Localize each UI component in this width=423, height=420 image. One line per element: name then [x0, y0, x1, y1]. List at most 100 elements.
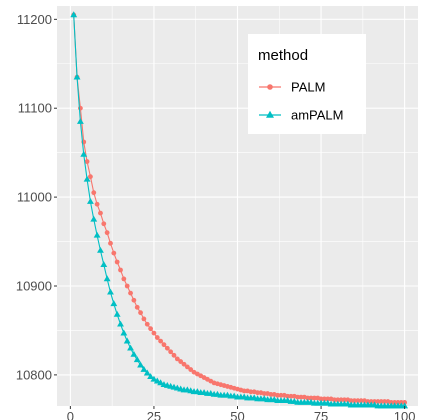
data-point-palm [148, 326, 153, 332]
series-layer [70, 11, 409, 409]
data-point-ampalm [123, 337, 131, 344]
data-point-palm [375, 399, 381, 404]
x-axis: 0 25 50 75 100 [67, 406, 416, 420]
data-point-palm [188, 367, 194, 372]
legend-items: PALM amPALM [259, 80, 344, 123]
data-point-palm [278, 392, 284, 398]
data-point-ampalm [93, 231, 101, 238]
y-tick-label: 11000 [17, 190, 52, 205]
data-point-ampalm [157, 379, 165, 386]
data-point-ampalm [140, 365, 148, 372]
x-tick-label: 50 [230, 409, 244, 420]
data-point-ampalm [133, 356, 141, 363]
data-point-palm [378, 399, 384, 404]
data-point-palm [285, 393, 291, 399]
legend-title: method [258, 47, 308, 64]
legend: method PALM amPALM [248, 34, 366, 134]
data-point-palm [158, 338, 164, 344]
data-point-ampalm [103, 275, 111, 282]
data-point-ampalm [147, 373, 155, 380]
data-point-palm [355, 398, 361, 404]
data-point-palm [241, 388, 247, 394]
data-point-ampalm [130, 350, 138, 357]
legend-item-palm: PALM [259, 80, 325, 95]
data-point-palm [261, 391, 267, 396]
data-point-palm [124, 283, 130, 289]
data-point-palm [94, 201, 100, 207]
data-point-palm [88, 174, 93, 180]
data-point-palm [325, 396, 331, 402]
x-tick-label: 75 [314, 409, 328, 420]
data-point-palm [141, 316, 147, 322]
data-point-palm [154, 335, 160, 340]
data-point-palm [151, 330, 157, 336]
data-point-palm [295, 394, 301, 400]
data-point-palm [161, 342, 167, 348]
data-point-ampalm [150, 375, 158, 382]
data-point-ampalm [143, 369, 151, 376]
x-tick-label: 100 [394, 409, 416, 420]
data-point-ampalm [137, 361, 144, 368]
data-point-ampalm [100, 261, 108, 268]
legend-label-palm: PALM [291, 80, 325, 95]
data-point-palm [164, 345, 170, 351]
data-point-ampalm [97, 246, 104, 253]
data-point-ampalm [90, 215, 98, 222]
data-point-palm [268, 392, 274, 397]
data-point-palm [298, 394, 304, 400]
data-point-palm [98, 210, 103, 216]
x-tick-label: 25 [147, 409, 161, 420]
data-point-palm [275, 392, 281, 398]
data-point-palm [181, 361, 187, 367]
data-point-ampalm [76, 117, 84, 124]
data-point-palm [144, 321, 150, 327]
y-tick-label: 10800 [16, 367, 52, 382]
data-point-palm [77, 105, 83, 111]
legend-key-marker-ampalm [266, 110, 274, 118]
data-point-palm [128, 290, 133, 296]
data-point-palm [174, 356, 180, 362]
data-point-palm [382, 399, 387, 404]
data-point-palm [184, 364, 190, 370]
x-tick-label: 0 [67, 409, 74, 420]
data-point-palm [104, 230, 110, 236]
data-point-palm [288, 393, 294, 399]
data-point-palm [358, 398, 364, 404]
data-point-palm [311, 395, 317, 401]
data-point-palm [168, 349, 174, 355]
data-point-palm [348, 398, 354, 404]
data-point-palm [171, 352, 177, 358]
legend-key-marker-palm [267, 84, 273, 90]
y-tick-label: 11100 [18, 101, 52, 116]
data-point-palm [101, 221, 107, 227]
data-point-palm [111, 250, 117, 256]
data-point-palm [255, 390, 260, 396]
data-point-ampalm [117, 320, 124, 327]
data-point-palm [121, 276, 127, 282]
data-point-palm [305, 395, 311, 401]
y-tick-label: 10900 [16, 279, 52, 294]
data-point-ampalm [110, 300, 118, 307]
data-point-ampalm [401, 402, 409, 409]
series-ampalm [70, 11, 409, 409]
legend-label-ampalm: amPALM [291, 108, 344, 123]
data-point-ampalm [73, 73, 81, 80]
data-point-palm [332, 397, 337, 403]
data-point-palm [114, 259, 120, 265]
y-axis: 10800 10900 11000 11100 11200 [16, 12, 57, 382]
data-point-palm [178, 359, 184, 364]
data-point-ampalm [87, 197, 94, 204]
data-point-ampalm [127, 344, 134, 351]
data-point-palm [338, 397, 344, 403]
data-point-palm [118, 267, 123, 273]
data-point-palm [84, 159, 90, 164]
legend-item-ampalm: amPALM [259, 108, 344, 123]
data-point-palm [318, 396, 324, 402]
data-point-ampalm [153, 377, 161, 384]
data-point-palm [134, 304, 140, 310]
data-point-palm [322, 396, 327, 402]
major-gridlines [57, 6, 418, 406]
data-point-palm [131, 297, 137, 303]
